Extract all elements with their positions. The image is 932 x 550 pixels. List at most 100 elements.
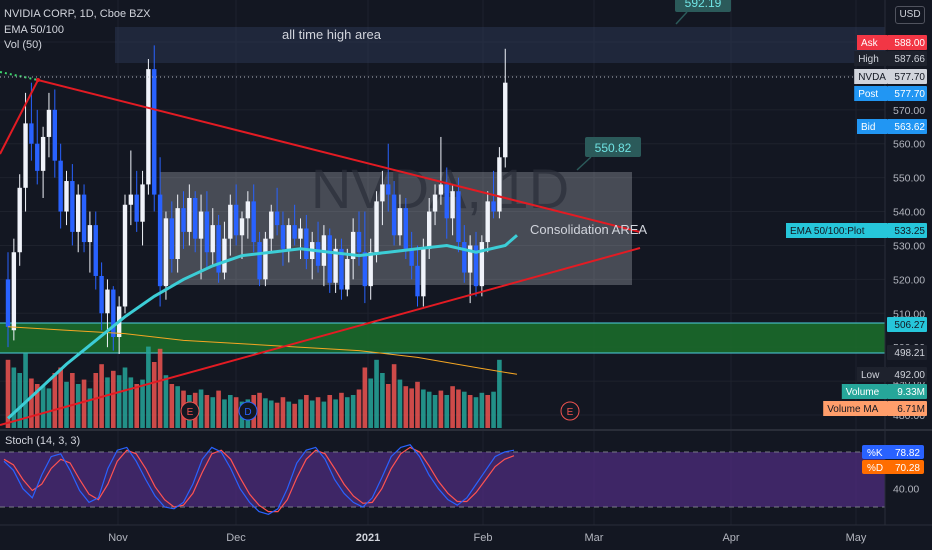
candle-body <box>415 265 420 297</box>
volume-bar <box>23 353 28 428</box>
candle-body <box>245 201 251 219</box>
volume-bar <box>216 390 221 428</box>
volume-bar <box>17 373 22 428</box>
svg-text:550.82: 550.82 <box>595 141 632 155</box>
candle-body <box>467 245 473 273</box>
candle-body <box>105 289 110 314</box>
candle <box>467 235 473 304</box>
svg-text:70.28: 70.28 <box>895 463 920 474</box>
triangle-lower-trendline[interactable] <box>0 247 641 426</box>
volume-bar <box>450 386 455 428</box>
price-tick-label: 570.00 <box>893 105 925 117</box>
volume-bar <box>426 391 432 428</box>
volume-bar <box>409 388 414 428</box>
price-badge: EMA 50/100:Plot 533.25 <box>786 223 927 238</box>
candle-body <box>87 225 93 243</box>
volume-bar <box>169 384 175 428</box>
volume-bar <box>268 400 274 428</box>
candle <box>169 201 174 273</box>
candle-body <box>134 194 139 222</box>
candle <box>315 221 321 273</box>
price-badge: NVDA 577.70 <box>854 69 927 84</box>
candle <box>245 191 251 239</box>
volume-bar <box>491 391 496 428</box>
candle <box>432 184 438 226</box>
time-tick-label: 2021 <box>356 532 380 544</box>
event-marker[interactable]: E <box>180 401 200 421</box>
volume-bar <box>134 384 139 428</box>
candle <box>286 218 291 263</box>
event-marker[interactable]: E <box>560 401 580 421</box>
svg-text:592.19: 592.19 <box>685 0 722 10</box>
volume-indicator-label[interactable]: Vol (50) <box>4 39 42 51</box>
candle <box>269 204 274 253</box>
consolidation-label: Consolidation AREA <box>530 222 647 237</box>
volume-bar <box>128 377 134 428</box>
stoch-band <box>0 452 885 507</box>
candle-body <box>479 242 485 287</box>
candle <box>368 238 373 300</box>
svg-text:78.82: 78.82 <box>895 448 920 459</box>
volume-bar <box>210 397 216 428</box>
candle <box>391 181 397 246</box>
volume-bar <box>362 367 368 428</box>
time-tick-label: Nov <box>108 532 128 544</box>
time-tick-label: Mar <box>585 532 604 544</box>
volume-bar <box>122 367 128 428</box>
volume-bar <box>157 348 163 428</box>
candle <box>304 214 309 270</box>
volume-bar <box>140 379 145 428</box>
candle-body <box>52 109 57 161</box>
volume-bar <box>298 399 303 428</box>
candle <box>374 191 379 263</box>
volume-bar <box>75 384 81 428</box>
candle <box>76 184 81 253</box>
candle <box>239 211 245 260</box>
candle-body <box>485 201 490 243</box>
candle-body <box>5 279 11 327</box>
candle-body <box>269 211 274 239</box>
volume-bar <box>485 395 490 428</box>
callout-550[interactable]: 550.82 <box>576 137 641 171</box>
callout-592[interactable]: 592.19 <box>675 0 731 25</box>
candle-body <box>362 252 368 287</box>
stoch-axis: 40.00 %K 78.82 %D 70.28 <box>862 445 924 496</box>
candle-body <box>35 143 40 171</box>
candle-body <box>432 194 438 212</box>
event-marker[interactable]: D <box>238 401 258 421</box>
volume-bar <box>345 397 350 428</box>
ema-slow-line <box>7 326 518 375</box>
ath-zone <box>115 27 885 63</box>
volume-bar <box>462 391 467 428</box>
currency-button[interactable]: USD <box>895 6 925 24</box>
candle <box>386 143 391 212</box>
price-badge: 498.21 <box>887 345 927 360</box>
candle-body <box>473 245 479 287</box>
price-tick-label: 540.00 <box>893 207 925 219</box>
candle-body <box>111 289 116 338</box>
candle-body <box>128 194 134 205</box>
volume-bar <box>46 388 52 428</box>
candle-body <box>46 109 52 137</box>
candle <box>29 82 34 161</box>
volume-bar <box>58 367 63 428</box>
time-tick-label: Feb <box>474 532 493 544</box>
volume-bar <box>93 373 99 428</box>
candle-body <box>93 225 98 276</box>
candle-body <box>239 218 245 236</box>
svg-text:E: E <box>187 407 194 418</box>
candle <box>198 194 204 280</box>
candle <box>216 214 221 283</box>
price-badge: High 587.66 <box>854 51 927 66</box>
candle <box>93 211 98 290</box>
candle <box>52 89 57 178</box>
price-tick-label: 530.00 <box>893 240 925 252</box>
ema-indicator-label[interactable]: EMA 50/100 <box>4 24 64 36</box>
volume-bar <box>403 386 409 428</box>
volume-bar <box>380 373 385 428</box>
candle <box>473 231 479 297</box>
volume-bar <box>146 346 151 428</box>
candle-body <box>286 225 291 249</box>
